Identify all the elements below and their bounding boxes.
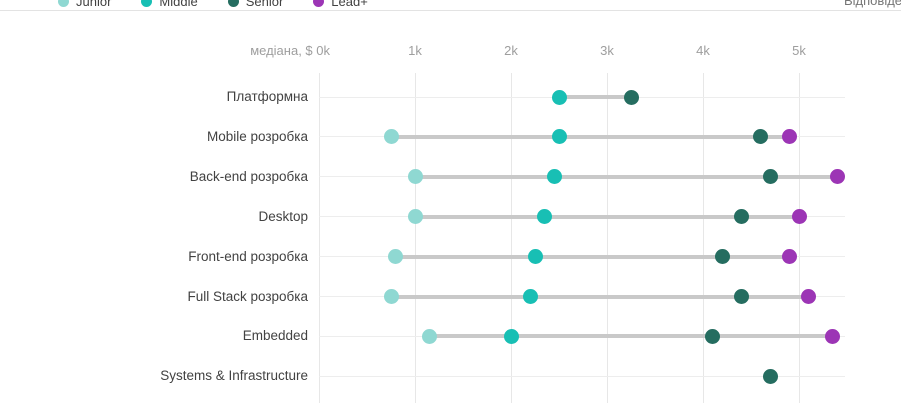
range-connector	[429, 334, 833, 339]
dot-senior[interactable]	[714, 249, 730, 265]
dot-lead[interactable]	[791, 209, 807, 225]
dot-middle[interactable]	[522, 289, 538, 304]
dot-junior[interactable]	[383, 289, 399, 304]
answers-count-label[interactable]: Відповідей	[844, 0, 901, 8]
dot-senior[interactable]	[623, 89, 639, 105]
dot-junior[interactable]	[407, 209, 423, 225]
x-gridline-2k	[510, 73, 512, 403]
legend-item-senior[interactable]: Senior	[227, 0, 284, 9]
dot-junior[interactable]	[421, 328, 437, 344]
x-gridline-4k	[702, 73, 704, 403]
category-label: Full Stack розробка	[187, 288, 308, 304]
legend-label: Lead+	[331, 0, 368, 9]
dot-lead[interactable]	[829, 169, 845, 185]
dot-middle[interactable]	[551, 129, 567, 145]
x-tick-2k: 2k	[504, 43, 518, 58]
dot-junior[interactable]	[383, 129, 399, 145]
range-connector	[415, 174, 838, 179]
category-label: Systems & Infrastructure	[160, 368, 308, 384]
category-label: Mobile розробка	[206, 128, 308, 144]
x-tick-4k: 4k	[696, 43, 710, 58]
legend-item-middle[interactable]: Middle	[141, 0, 198, 9]
legend: Junior Middle Senior Lead+	[58, 0, 368, 11]
legend-dot-icon	[227, 0, 239, 7]
x-gridline-1k	[414, 73, 416, 403]
category-label: Back-end розробка	[189, 168, 308, 184]
row-gridline	[319, 375, 845, 377]
legend-dot-icon	[313, 0, 325, 7]
x-gridline-0k	[318, 73, 320, 403]
dot-lead[interactable]	[825, 328, 841, 344]
dot-middle[interactable]	[546, 169, 562, 185]
dot-senior[interactable]	[762, 368, 778, 384]
category-label: Embedded	[242, 328, 308, 344]
dot-middle[interactable]	[551, 89, 567, 105]
dot-middle[interactable]	[503, 328, 519, 344]
dot-junior[interactable]	[407, 169, 423, 185]
category-label: Desktop	[258, 208, 308, 224]
legend-item-junior[interactable]: Junior	[58, 0, 111, 9]
range-connector	[391, 134, 790, 139]
legend-label: Senior	[245, 0, 284, 9]
dot-lead[interactable]	[801, 289, 817, 304]
dot-junior[interactable]	[388, 249, 404, 265]
category-label: Front-end розробка	[188, 248, 308, 264]
x-tick-3k: 3k	[600, 43, 614, 58]
range-connector	[415, 214, 799, 219]
legend-label: Junior	[76, 0, 112, 9]
dot-lead[interactable]	[781, 249, 797, 265]
range-connector	[391, 294, 809, 299]
range-connector	[395, 254, 790, 259]
header-divider	[0, 10, 901, 11]
x-axis-median-label: медіана, $ 0k	[250, 43, 330, 58]
dot-middle[interactable]	[537, 209, 553, 225]
dot-senior[interactable]	[733, 209, 749, 225]
x-gridline-3k	[606, 73, 608, 403]
range-connector	[559, 95, 631, 99]
legend-item-lead[interactable]: Lead+	[313, 0, 368, 9]
x-tick-5k: 5k	[792, 43, 806, 58]
x-tick-1k: 1k	[408, 43, 422, 58]
category-label: Платформна	[226, 89, 308, 104]
legend-dot-icon	[58, 0, 69, 7]
legend-dot-icon	[141, 0, 153, 7]
dot-senior[interactable]	[705, 328, 721, 344]
x-gridline-5k	[798, 73, 800, 403]
dot-senior[interactable]	[733, 289, 749, 304]
legend-label: Middle	[159, 0, 198, 9]
dot-lead[interactable]	[781, 129, 797, 145]
dot-middle[interactable]	[527, 249, 543, 265]
dot-senior[interactable]	[753, 129, 769, 145]
dot-senior[interactable]	[762, 169, 778, 185]
